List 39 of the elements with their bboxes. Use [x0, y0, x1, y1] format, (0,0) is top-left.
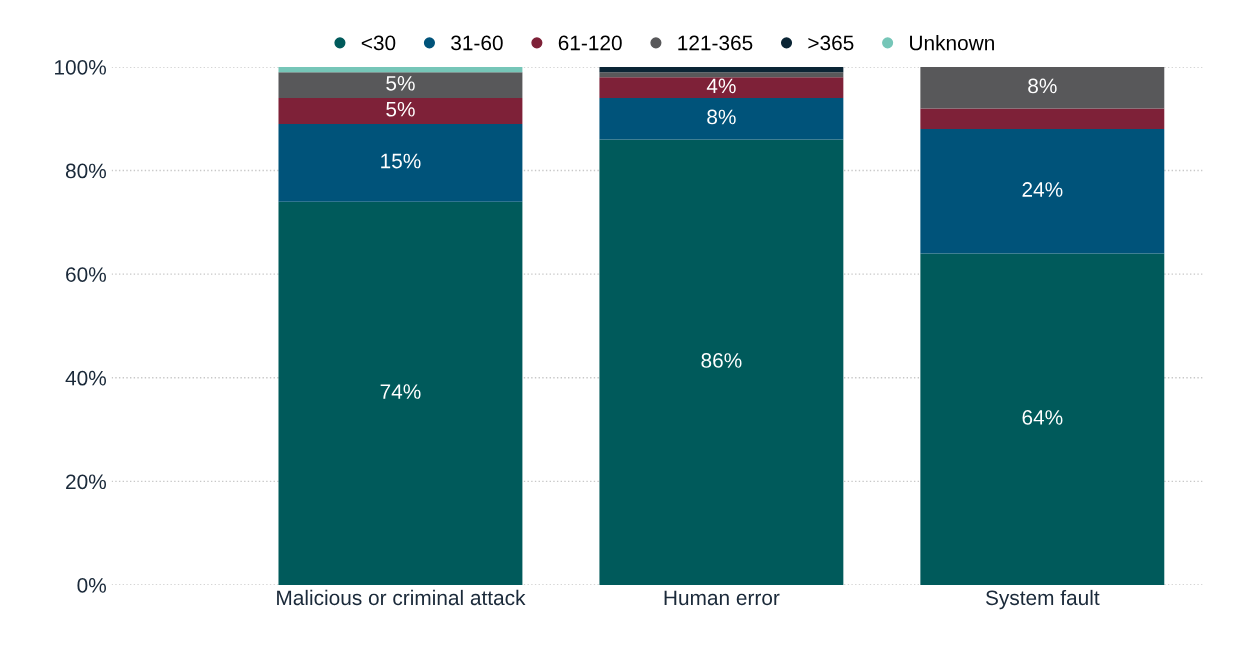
bar: [920, 253, 1165, 585]
y-tick-label: 0%: [77, 578, 106, 593]
y-tick-label: 40%: [65, 370, 106, 386]
y-tick-label: 100%: [55, 59, 106, 75]
bar: [278, 66, 523, 73]
bar: [599, 98, 844, 140]
y-tick-label: 20%: [66, 474, 106, 490]
data-label: 15%: [381, 153, 421, 169]
bar: [920, 108, 1165, 130]
x-tick-label: System fault: [985, 589, 1100, 610]
data-label: 8%: [707, 109, 736, 125]
bar: [278, 123, 523, 202]
bar: [920, 129, 1165, 254]
bar: [278, 201, 523, 585]
data-label: 86%: [701, 353, 742, 368]
y-tick-label: 80%: [65, 163, 106, 179]
legend-label: >365: [808, 35, 854, 51]
bar: [599, 66, 844, 73]
data-label: 8%: [1028, 78, 1057, 94]
bar: [920, 66, 1165, 109]
data-label: 5%: [386, 76, 415, 91]
bar: [599, 139, 844, 585]
data-label: 5%: [386, 101, 415, 117]
legend-label: 31-60: [451, 35, 503, 51]
bar: [599, 72, 844, 78]
bar: [278, 72, 523, 99]
legend-label: 121-365: [678, 35, 753, 51]
legend-label: Unknown: [910, 35, 994, 51]
data-label: 64%: [1022, 410, 1063, 425]
data-label: 4%: [706, 78, 736, 94]
bar: [599, 77, 844, 99]
legend-label: <30: [361, 35, 396, 51]
data-label: 24%: [1022, 182, 1063, 197]
legend-label: 61-120: [558, 35, 622, 51]
x-tick-label: Malicious or criminal attack: [277, 589, 526, 606]
x-tick-label: Human error: [664, 590, 780, 606]
bar: [278, 98, 523, 124]
y-tick-label: 60%: [66, 267, 106, 282]
data-label: 74%: [380, 384, 421, 399]
